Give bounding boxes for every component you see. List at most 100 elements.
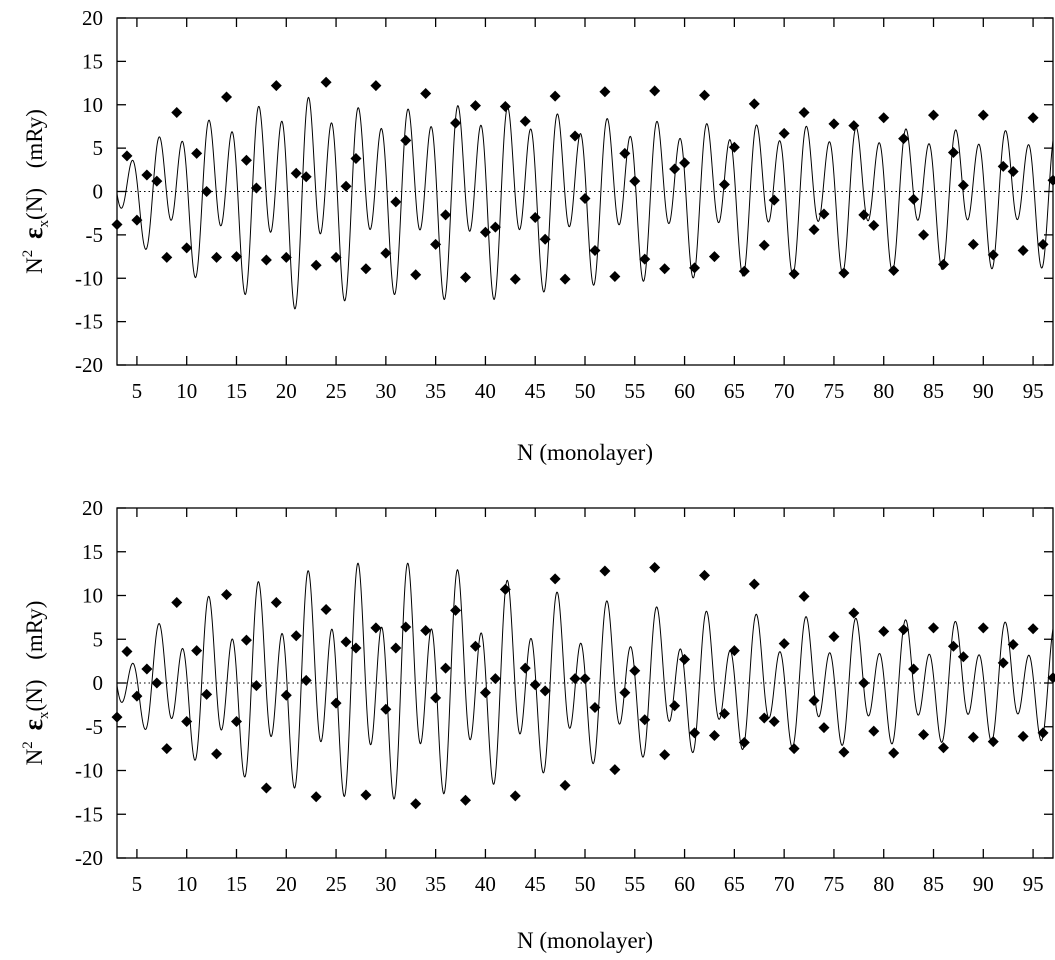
data-point (947, 146, 959, 158)
y-axis-title-args: (N) (22, 680, 47, 712)
data-point (599, 86, 611, 98)
data-point (310, 259, 322, 271)
data-point (579, 673, 591, 685)
x-tick-label: 80 (873, 379, 894, 403)
data-point (400, 134, 412, 146)
data-point (669, 163, 681, 175)
data-point (211, 251, 223, 263)
y-axis-title-sub: x (36, 711, 52, 719)
y-tick-label: -10 (75, 759, 103, 783)
data-point (300, 171, 312, 183)
data-point (320, 76, 332, 88)
data-point (639, 714, 651, 726)
data-point (728, 645, 740, 657)
y-tick-label: -10 (75, 266, 103, 290)
data-point (250, 680, 262, 692)
data-point (131, 214, 143, 226)
y-tick-label: 0 (93, 671, 104, 695)
x-tick-label: 15 (226, 379, 247, 403)
y-tick-label: 15 (82, 49, 103, 73)
data-point (270, 597, 282, 608)
x-tick-label: 60 (674, 872, 695, 896)
x-tick-label: 45 (525, 872, 546, 896)
data-point (619, 687, 631, 699)
data-point (788, 268, 800, 280)
y-tick-label: -15 (75, 802, 103, 826)
data-point (659, 263, 671, 275)
data-point (469, 100, 481, 112)
data-point (350, 642, 362, 654)
y-axis-title-symbol: ε (18, 227, 48, 245)
data-point (987, 249, 999, 261)
data-point (967, 731, 979, 743)
data-point (181, 716, 193, 727)
data-point (778, 638, 790, 650)
data-point (908, 193, 920, 205)
data-point (340, 180, 352, 192)
y-tick-label: -20 (75, 353, 103, 377)
y-axis-title-args: (N) (22, 188, 47, 220)
data-point (469, 640, 481, 652)
data-point (987, 736, 999, 748)
data-point (977, 622, 989, 634)
oscillation-curve (116, 96, 1054, 310)
data-point (609, 764, 621, 776)
data-point (878, 112, 890, 124)
data-point (828, 631, 840, 643)
y-tick-label: -15 (75, 310, 103, 334)
data-point (1037, 727, 1049, 739)
x-tick-label: 10 (176, 872, 197, 896)
x-tick-label: 55 (624, 872, 645, 896)
data-point (858, 209, 870, 221)
y-tick-label: 0 (93, 180, 104, 204)
data-point (450, 117, 462, 129)
x-tick-label: 85 (923, 872, 944, 896)
data-point (290, 167, 302, 179)
y-tick-label: -20 (75, 846, 103, 870)
data-point (539, 233, 551, 245)
y-tick-label: 15 (82, 540, 103, 564)
data-point (400, 621, 412, 633)
data-point (758, 239, 770, 251)
data-point (698, 569, 710, 581)
data-point (211, 748, 223, 760)
data-point (868, 725, 880, 737)
data-point (918, 229, 930, 241)
data-point (778, 127, 790, 139)
data-point (808, 224, 820, 236)
data-point (659, 749, 671, 761)
data-point (1027, 623, 1039, 635)
x-tick-label: 20 (276, 379, 297, 403)
data-point (380, 247, 392, 259)
x-tick-label: 75 (823, 872, 844, 896)
y-tick-label: 5 (93, 627, 104, 651)
data-point (489, 673, 501, 685)
data-point (629, 175, 641, 187)
data-point (1037, 238, 1049, 250)
y-tick-label: 20 (82, 6, 103, 30)
data-point (360, 263, 372, 275)
data-point (679, 157, 691, 169)
data-point (330, 697, 342, 709)
x-tick-label: 20 (276, 872, 297, 896)
data-point (131, 690, 143, 702)
data-point (509, 790, 521, 802)
data-point (888, 747, 900, 759)
data-point (141, 169, 153, 181)
data-point (141, 663, 153, 675)
data-point (808, 695, 820, 706)
x-tick-label: 40 (475, 379, 496, 403)
data-point (937, 742, 949, 754)
data-point (838, 267, 850, 279)
data-point (579, 192, 591, 204)
data-point (191, 147, 203, 159)
data-point (1007, 166, 1019, 178)
y-tick-label: -5 (86, 223, 104, 247)
x-tick-label: 90 (973, 379, 994, 403)
data-point (450, 604, 462, 616)
data-point (420, 87, 432, 99)
y-axis-title-sup: 2 (20, 250, 36, 258)
x-tick-label: 60 (674, 379, 695, 403)
data-point (609, 271, 621, 283)
data-point (171, 107, 183, 119)
